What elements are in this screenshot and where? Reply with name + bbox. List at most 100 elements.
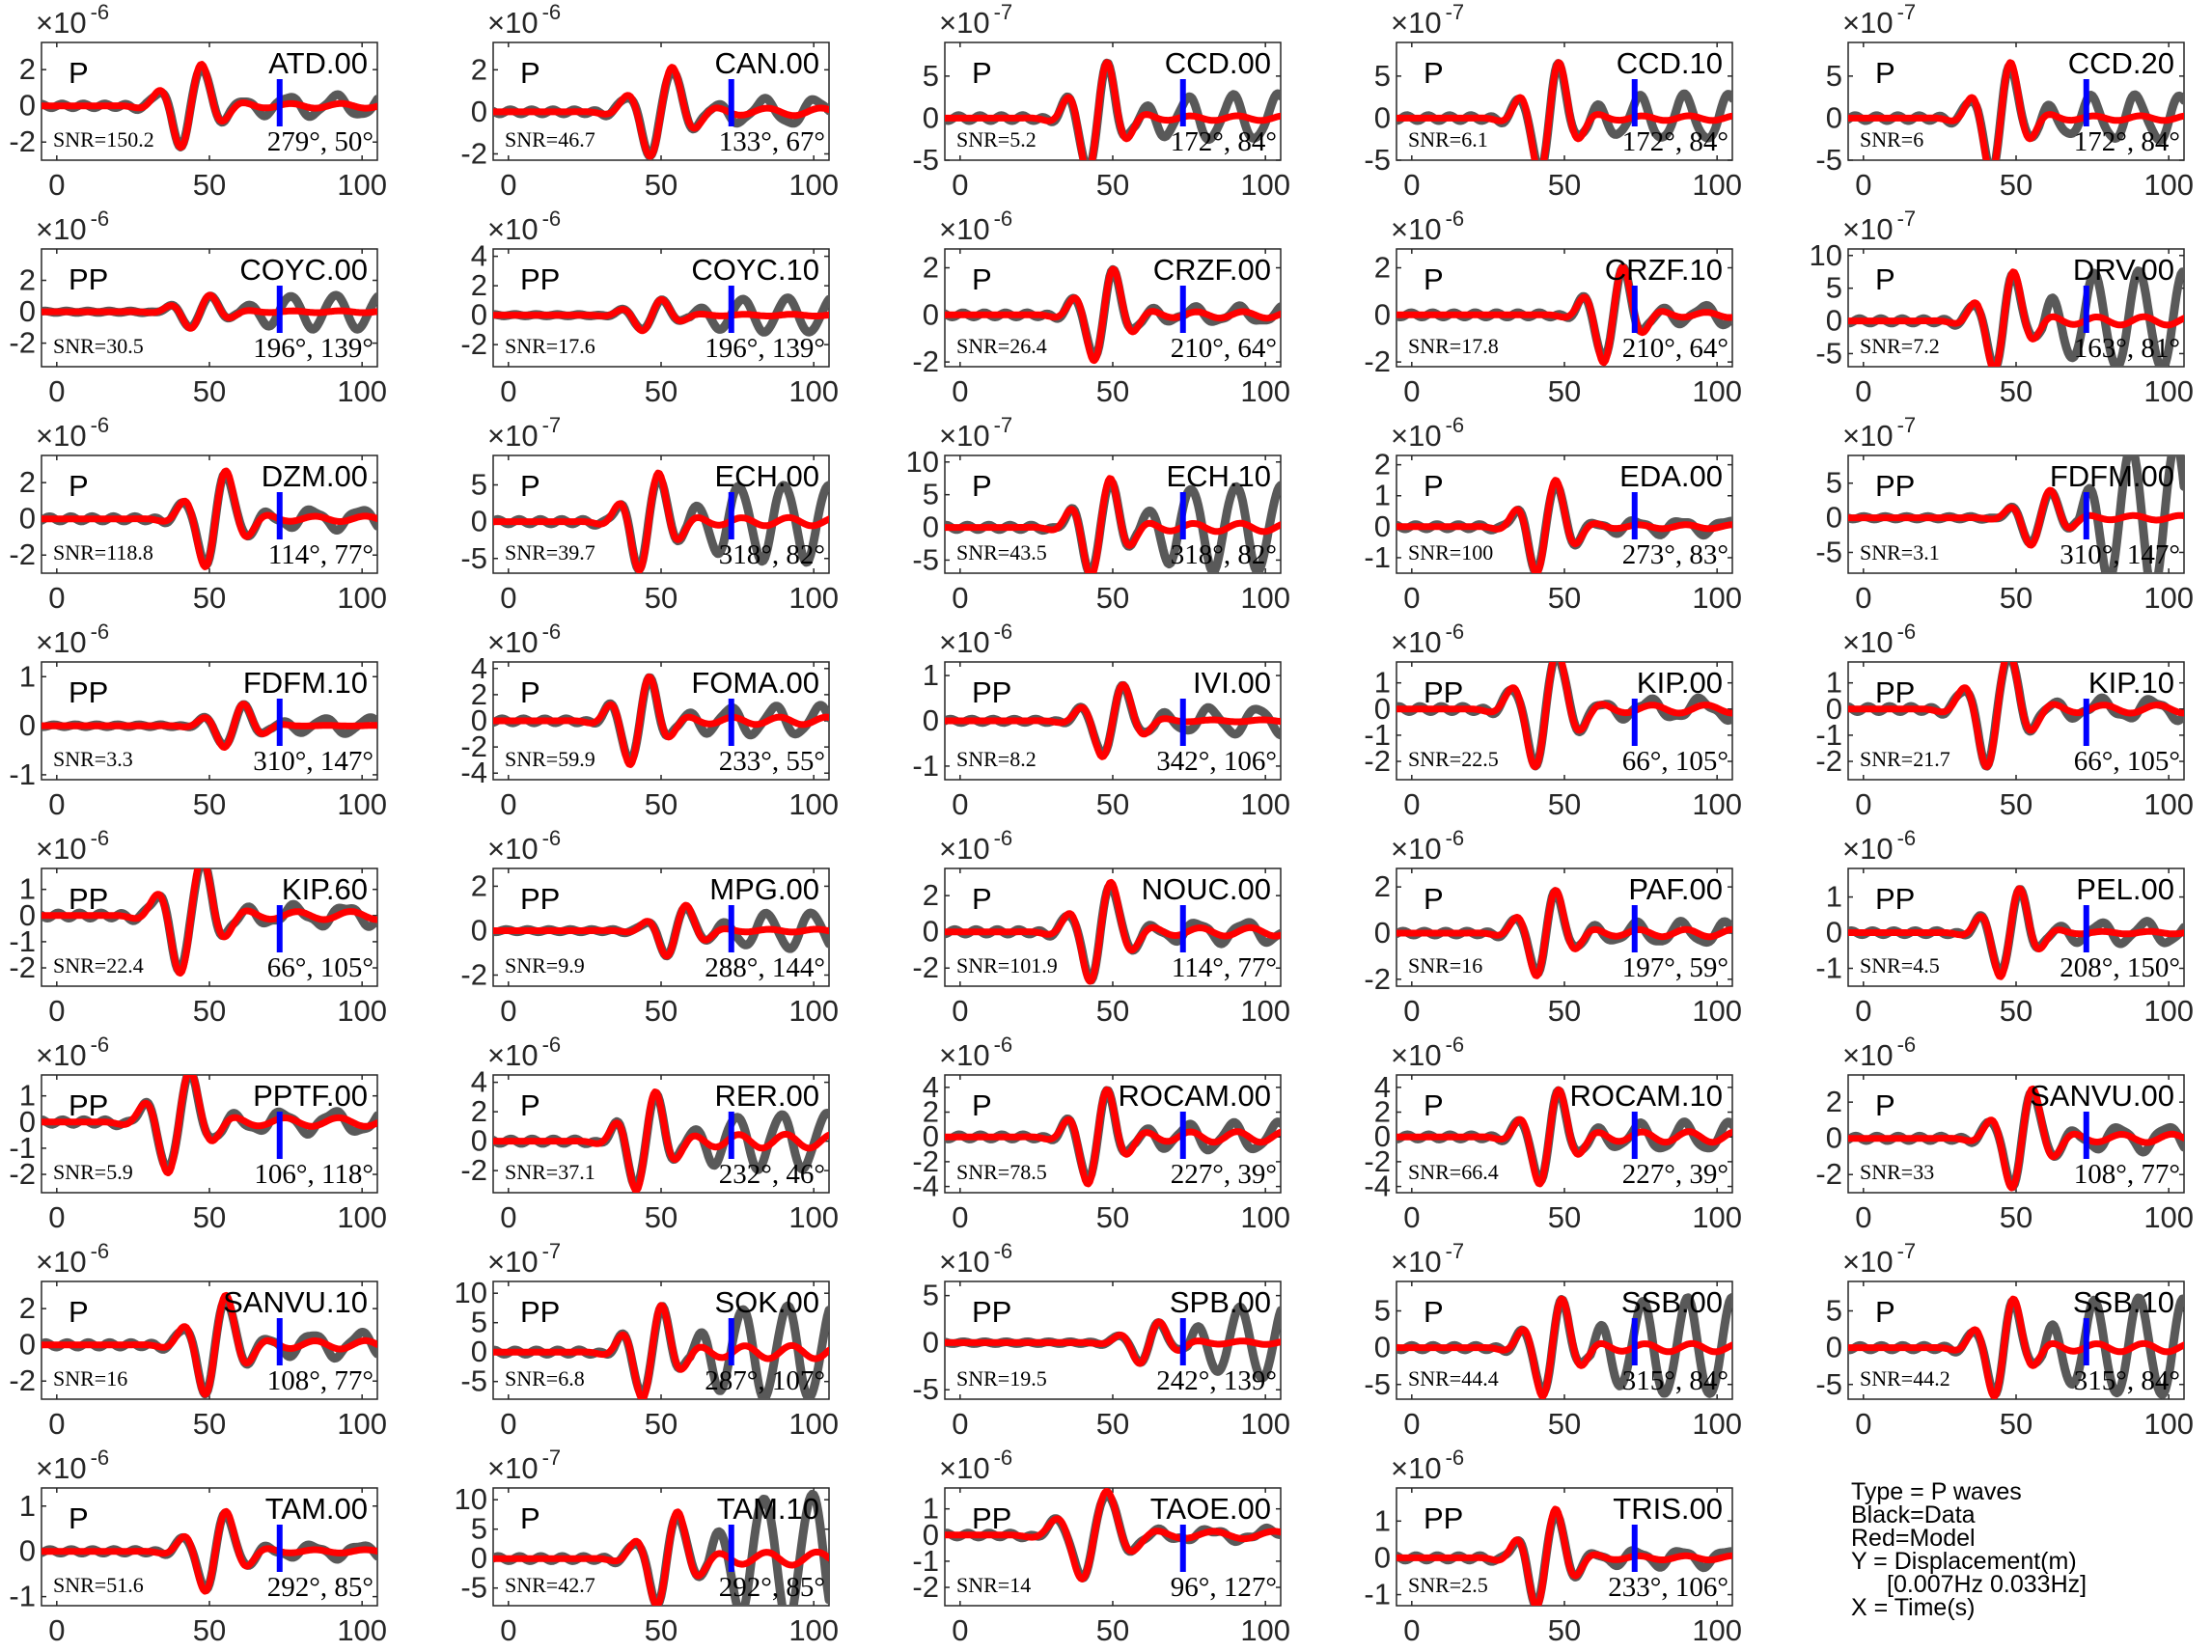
model-trace <box>493 296 829 335</box>
panel-tam-00: 0 50 100 -1 0 1×10 -6 P TAM.00 SNR=51.6 292°, 85° <box>9 1446 387 1647</box>
station-label: ECH.00 <box>714 459 819 493</box>
y-exponent-label: ×10 -6 <box>36 826 109 866</box>
y-tick-label: 2 <box>471 52 487 86</box>
trace-group <box>945 1086 1281 1188</box>
model-trace <box>493 674 829 768</box>
y-exponent-label: ×10 -6 <box>939 1032 1012 1072</box>
x-tick-label: 100 <box>2143 581 2194 615</box>
azimuth-label: 66°, 105° <box>267 952 373 983</box>
x-tick-label: 100 <box>337 374 387 408</box>
y-tick-label: 5 <box>1826 466 1842 500</box>
y-exponent-label: ×10 -7 <box>1391 1239 1464 1279</box>
x-tick-label: 50 <box>1096 581 1129 615</box>
azimuth-label: 315°, 84° <box>1622 1365 1728 1396</box>
trace-group <box>1848 266 2184 367</box>
azimuth-label: 208°, 150° <box>2060 952 2180 983</box>
y-tick-label: -2 <box>460 327 487 361</box>
panel-can-00: 0 50 100 -2 0 2×10 -6 P CAN.00 SNR=46.7 133°, 67° <box>460 0 839 202</box>
x-tick-label: 100 <box>2143 168 2194 202</box>
panel-crzf-00: 0 50 100 -2 0 2×10 -6 P CRZF.00 SNR=26.4 210°, 64° <box>912 206 1290 408</box>
panel-mpg-00: 0 50 100 -2 0 2×10 -6 PP MPG.00 SNR=9.9 288°, 144° <box>460 826 839 1028</box>
model-trace <box>945 265 1281 365</box>
trace-group <box>41 700 377 751</box>
x-tick-label: 0 <box>952 1200 968 1234</box>
station-label: SSB.00 <box>1621 1285 1723 1319</box>
y-tick-label: 2 <box>923 1095 939 1129</box>
y-exponent-label: ×10 -6 <box>939 1446 1012 1485</box>
x-tick-label: 0 <box>1403 581 1420 615</box>
model-trace <box>493 64 829 160</box>
model-trace <box>1396 59 1732 160</box>
station-label: FDFM.00 <box>2050 459 2174 493</box>
trace-group <box>1848 1085 2184 1192</box>
y-tick-label: 1 <box>19 872 36 906</box>
phase-label: P <box>972 469 992 503</box>
x-tick-label: 50 <box>1096 994 1129 1028</box>
y-tick-label: 0 <box>1826 501 1842 535</box>
azimuth-label: 233°, 55° <box>719 746 825 777</box>
x-tick-label: 50 <box>645 787 677 821</box>
y-tick-label: -5 <box>1364 143 1391 177</box>
azimuth-label: 315°, 84° <box>2074 1365 2180 1396</box>
x-tick-label: 0 <box>952 1407 968 1441</box>
y-tick-label: 2 <box>471 268 487 302</box>
snr-label: SNR=5.9 <box>53 1160 133 1184</box>
model-trace <box>1396 1295 1732 1399</box>
y-tick-label: -1 <box>1815 951 1842 985</box>
y-tick-label: -5 <box>460 541 487 575</box>
x-tick-label: 100 <box>1240 1407 1290 1441</box>
y-tick-label: -2 <box>9 124 36 158</box>
x-tick-label: 100 <box>2143 994 2194 1028</box>
phase-label: P <box>520 1501 540 1535</box>
y-tick-label: -2 <box>1364 1144 1391 1178</box>
azimuth-label: 196°, 139° <box>253 333 373 364</box>
phase-label: P <box>972 262 992 296</box>
y-tick-label: 2 <box>19 52 36 86</box>
trace-group <box>41 61 377 151</box>
model-trace <box>41 868 377 977</box>
y-tick-label: 2 <box>1374 251 1391 285</box>
y-exponent-label: ×10 -6 <box>487 0 561 40</box>
y-tick-label: 2 <box>471 868 487 902</box>
y-tick-label: 0 <box>19 294 36 328</box>
model-trace <box>41 701 377 751</box>
y-tick-label: 0 <box>1826 100 1842 134</box>
y-tick-label: 0 <box>923 510 939 544</box>
snr-label: SNR=33 <box>1860 1160 1934 1184</box>
y-tick-label: 0 <box>471 505 487 538</box>
x-tick-label: 100 <box>1692 374 1742 408</box>
snr-label: SNR=101.9 <box>956 953 1058 977</box>
station-label: TAM.10 <box>717 1492 819 1526</box>
y-tick-label: -1 <box>1815 718 1842 752</box>
y-tick-label: 0 <box>19 1328 36 1362</box>
y-exponent-label: ×10 -7 <box>939 413 1012 453</box>
snr-label: SNR=4.5 <box>1860 953 1940 977</box>
y-tick-label: 1 <box>923 1492 939 1526</box>
y-tick-label: -1 <box>9 1580 36 1613</box>
phase-label: P <box>520 1088 540 1122</box>
axes-frame <box>1396 248 1733 368</box>
azimuth-label: 114°, 77° <box>1172 952 1277 983</box>
snr-label: SNR=16 <box>53 1366 127 1390</box>
trace-group <box>493 673 829 768</box>
azimuth-label: 227°, 39° <box>1171 1159 1277 1190</box>
x-tick-label: 0 <box>1855 994 1871 1028</box>
azimuth-label: 163°, 81° <box>2074 333 2180 364</box>
y-tick-label: 5 <box>1826 271 1842 305</box>
model-trace <box>945 681 1281 760</box>
x-tick-label: 100 <box>1240 1613 1290 1647</box>
station-label: DRV.00 <box>2073 253 2174 287</box>
station-label: IVI.00 <box>1193 666 1271 700</box>
x-tick-label: 50 <box>193 1200 226 1234</box>
x-tick-label: 100 <box>337 994 387 1028</box>
model-trace <box>493 1088 829 1193</box>
azimuth-label: 287°, 107° <box>705 1365 825 1396</box>
x-tick-label: 50 <box>2000 374 2032 408</box>
phase-label: P <box>69 56 89 90</box>
